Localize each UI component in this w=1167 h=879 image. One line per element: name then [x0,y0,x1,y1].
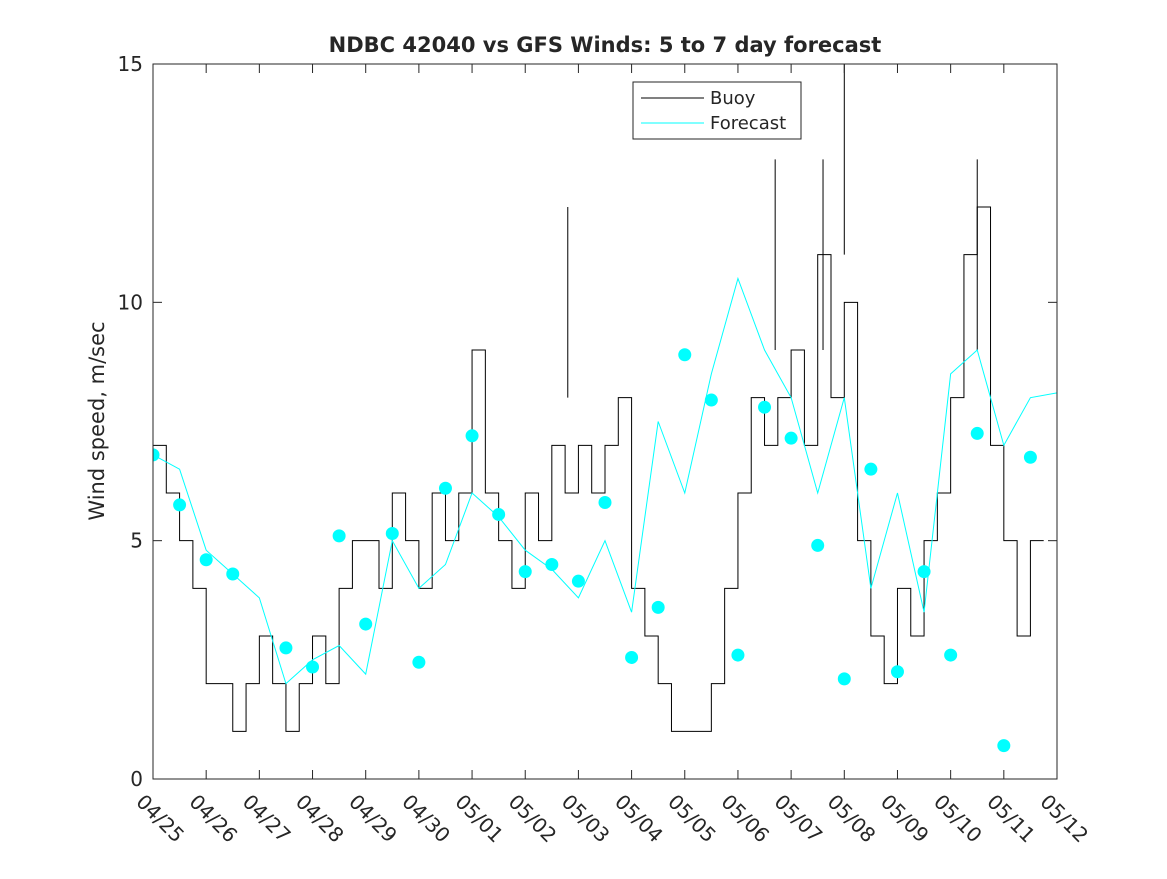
forecast-marker [837,672,851,686]
forecast-marker [1023,450,1037,464]
plot-area [153,64,1057,779]
forecast-marker [811,538,825,552]
forecast-marker [598,496,612,510]
forecast-marker [944,648,958,662]
forecast-marker [758,400,772,414]
forecast-marker [890,665,904,679]
legend-box [632,81,802,140]
forecast-marker [571,574,585,588]
forecast-marker [306,660,320,674]
forecast-marker [199,553,213,567]
forecast-marker [625,650,639,664]
forecast-marker [731,648,745,662]
forecast-marker [226,567,240,581]
legend: Buoy Forecast [632,81,802,140]
forecast-marker [970,426,984,440]
y-axis-label: Wind speed, m/sec [85,321,109,520]
forecast-marker [279,641,293,655]
legend-label-buoy: Buoy [710,88,756,109]
forecast-marker [385,527,399,541]
forecast-marker [359,617,373,631]
forecast-marker [412,655,426,669]
forecast-marker [704,393,718,407]
series-line-buoy [153,206,1044,732]
forecast-marker [153,448,160,462]
y-tick-label: 0 [130,767,143,791]
forecast-marker [545,558,559,571]
forecast-marker [173,498,187,512]
forecast-marker [917,565,931,579]
forecast-marker [678,348,692,362]
forecast-marker [465,429,479,443]
forecast-marker [518,565,532,579]
y-tick-label: 10 [118,290,143,314]
y-tick-label: 5 [130,529,143,553]
forecast-marker [864,462,878,476]
series-layer [153,64,1057,753]
y-axis: 0 5 10 15 [118,52,1057,791]
series-line-forecast [153,276,1057,685]
y-tick-label: 15 [118,52,143,76]
forecast-marker [784,431,798,445]
forecast-marker [651,600,665,614]
forecast-marker [492,507,506,521]
chart-title: NDBC 42040 vs GFS Winds: 5 to 7 day fore… [329,33,882,57]
forecast-marker [997,739,1011,753]
forecast-marker [438,481,452,495]
forecast-marker [332,529,346,543]
axes-box [152,63,1058,780]
legend-label-forecast: Forecast [710,113,786,134]
